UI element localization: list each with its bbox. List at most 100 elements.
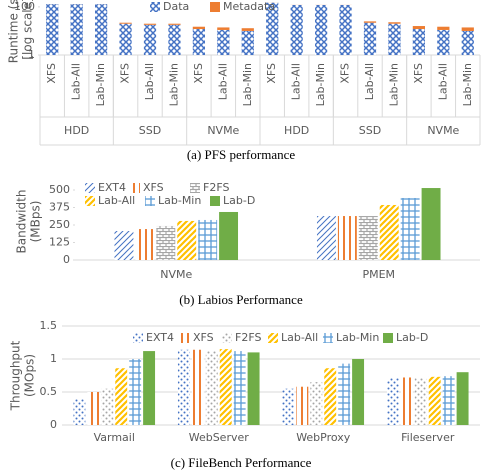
bar xyxy=(358,216,378,260)
legend-label: XFS xyxy=(193,331,214,344)
y-tick-label: 1 xyxy=(50,352,57,365)
bar-segment xyxy=(388,23,401,55)
y-tick-label: 250 xyxy=(49,218,70,231)
bar xyxy=(316,216,336,260)
legend-swatch xyxy=(133,333,143,343)
legend-swatch xyxy=(85,183,95,193)
legend-swatch xyxy=(222,333,232,343)
x-tick-label: Lab-All xyxy=(70,63,83,100)
legend-swatch xyxy=(145,196,155,206)
x-tick-label: Varmail xyxy=(94,431,135,444)
bar-segment xyxy=(192,26,205,30)
bar xyxy=(386,378,399,425)
bar-segment xyxy=(192,29,205,55)
x-tick-label: XFS xyxy=(412,63,425,84)
bar xyxy=(282,388,295,425)
bar xyxy=(101,388,114,425)
x-tick-label: Lab-All xyxy=(143,63,156,100)
bar-segment xyxy=(168,24,181,55)
x-tick-label: XFS xyxy=(192,63,205,84)
bar-segment xyxy=(339,5,352,56)
x-tick-label: Lab-All xyxy=(290,63,303,100)
bar-segment xyxy=(168,23,181,25)
y-tick-label: 375 xyxy=(49,201,70,214)
y-tick-label: 125 xyxy=(49,236,70,249)
y-tick-label: 0.5 xyxy=(40,385,58,398)
x-tick-label: Lab-Min xyxy=(241,63,254,106)
x-tick-label: Lab-All xyxy=(363,63,376,100)
bar-segment xyxy=(412,26,425,30)
bar-segment xyxy=(119,22,132,24)
group-label: HDD xyxy=(64,124,89,137)
y-tick-label: 0 xyxy=(63,253,70,266)
bar-segment xyxy=(388,22,401,24)
legend-swatch xyxy=(190,183,200,193)
legend-swatch xyxy=(210,196,220,206)
group-label: SSD xyxy=(359,124,381,137)
group-label: NVMe xyxy=(207,124,239,137)
legend-swatch xyxy=(130,183,140,193)
x-tick-label: WebProxy xyxy=(296,431,351,444)
group-label: SSD xyxy=(139,124,161,137)
bar xyxy=(177,349,190,425)
x-tick-label: Fileserver xyxy=(401,431,455,444)
bar xyxy=(143,351,156,425)
bar xyxy=(428,376,441,425)
y-tick-label: 0 xyxy=(50,418,57,431)
legend-label: Lab-Min xyxy=(336,331,379,344)
bar-segment xyxy=(46,4,59,55)
legend-label: Metadata xyxy=(223,0,275,13)
bar-segment xyxy=(461,30,474,55)
bar xyxy=(115,368,128,425)
legend-swatch xyxy=(268,333,278,343)
legend-label: Data xyxy=(163,0,189,13)
bar xyxy=(421,188,441,260)
bar xyxy=(87,392,100,425)
y-axis-title: Runtime (s) xyxy=(7,0,21,63)
bar-segment xyxy=(70,4,83,55)
bar xyxy=(400,377,413,425)
chart-caption: (a) PFS performance xyxy=(187,147,296,162)
bar xyxy=(324,368,337,425)
bar-segment xyxy=(143,24,157,55)
bar-segment xyxy=(95,4,108,55)
legend-label: Lab-All xyxy=(98,194,135,207)
bar-segment xyxy=(363,21,377,23)
bar xyxy=(219,211,239,260)
bar-segment xyxy=(241,28,254,31)
legend-swatch xyxy=(323,333,333,343)
y-axis-title: [log scale] xyxy=(21,0,35,60)
bar-segment xyxy=(266,2,279,55)
bar xyxy=(456,372,469,425)
legend-swatch xyxy=(180,333,190,343)
bar xyxy=(233,351,246,425)
legend-swatch xyxy=(210,2,220,12)
bar xyxy=(352,359,365,425)
bar xyxy=(414,377,427,425)
x-tick-label: WebServer xyxy=(189,431,250,444)
x-tick-label: PMEM xyxy=(362,268,395,281)
bar xyxy=(135,229,155,260)
bar-segment xyxy=(315,5,328,56)
bar xyxy=(338,363,351,425)
bar xyxy=(296,386,309,425)
bar-segment xyxy=(241,30,254,55)
bar xyxy=(129,359,142,425)
x-tick-label: Lab-Min xyxy=(387,63,400,106)
x-tick-label: XFS xyxy=(265,63,278,84)
x-tick-label: Lab-All xyxy=(216,63,229,100)
chart-caption: (b) Labios Performance xyxy=(179,292,303,307)
bar-segment xyxy=(412,29,425,55)
legend-label: Lab-D xyxy=(396,331,428,344)
bar-segment xyxy=(217,27,230,30)
x-tick-label: NVMe xyxy=(160,268,192,281)
x-tick-label: XFS xyxy=(45,63,58,84)
bar xyxy=(379,204,399,260)
bar xyxy=(73,399,86,425)
bar-segment xyxy=(143,23,157,25)
bar xyxy=(191,349,204,425)
bar xyxy=(177,220,197,260)
x-tick-label: Lab-Min xyxy=(314,63,327,106)
bar xyxy=(219,349,232,425)
